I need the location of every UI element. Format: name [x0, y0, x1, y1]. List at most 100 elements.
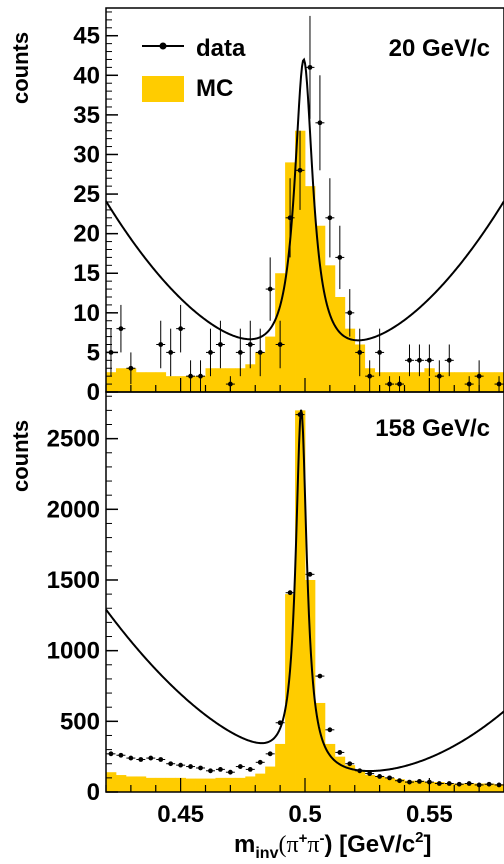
top-data-point	[285, 178, 295, 258]
bottom-y-tick-label: 1500	[47, 567, 100, 594]
bottom-data-point	[245, 766, 255, 772]
bottom-mc-bar	[494, 784, 504, 792]
bottom-data-point	[235, 764, 245, 769]
top-mc-bar	[145, 372, 157, 392]
top-data-point	[424, 344, 434, 377]
bottom-data-point	[305, 571, 315, 577]
bottom-data-point	[315, 673, 325, 679]
bottom-mc-bar	[314, 702, 326, 792]
bottom-mc-bar	[394, 779, 405, 792]
bottom-data-point	[265, 751, 275, 757]
top-y-tick-label: 15	[73, 260, 100, 287]
top-mc-bar	[444, 372, 455, 392]
top-data-point	[116, 304, 126, 353]
top-data-point	[494, 376, 504, 392]
bottom-mc-bar	[295, 410, 306, 792]
bottom-mc-bar	[215, 777, 226, 792]
top-data-point	[355, 328, 365, 377]
bottom-mc-bar	[334, 756, 346, 792]
top-y-tick-label: 0	[87, 379, 100, 406]
top-mc-bar	[205, 368, 216, 392]
bottom-mc-bar	[125, 776, 137, 792]
bottom-mc-bar	[275, 743, 286, 792]
top-mc-bar	[265, 336, 276, 392]
bottom-mc-bar	[414, 780, 425, 792]
top-y-tick-label: 45	[73, 23, 100, 50]
x-axis-label: minv(π+π-) [GeV/c2]	[234, 829, 432, 862]
bottom-mc-bar	[354, 770, 366, 792]
bottom-data-point	[365, 771, 375, 777]
bottom-data-point	[285, 590, 295, 596]
top-y-tick-label: 35	[73, 102, 100, 129]
top-data-point	[375, 328, 385, 377]
legend-mc-label: MC	[196, 75, 233, 102]
bottom-data-point	[375, 774, 385, 779]
top-mc-bar	[215, 368, 226, 392]
bottom-mc-bar	[265, 766, 276, 792]
top-annotation: 20 GeV/c	[389, 35, 490, 62]
top-data-point	[444, 344, 454, 377]
top-mc-bar	[155, 372, 167, 392]
bottom-mc-histogram	[106, 410, 504, 792]
bottom-data-point	[156, 757, 166, 762]
legend: data MC	[142, 35, 246, 102]
top-data-point	[395, 376, 405, 392]
legend-mc-swatch	[142, 76, 184, 102]
bottom-y-axis: 0 500 1000 1500 2000 2500	[47, 395, 118, 806]
bottom-fit-curve	[105, 409, 504, 773]
top-data-point	[365, 360, 375, 392]
top-mc-bar	[285, 162, 296, 392]
top-mc-bar	[374, 372, 385, 392]
top-y-tick-label: 5	[87, 339, 100, 366]
top-data-point	[414, 344, 424, 377]
bottom-data-point	[444, 781, 454, 786]
bottom-mc-bar	[155, 777, 167, 792]
bottom-data-point	[215, 766, 225, 772]
top-mc-bar	[414, 372, 425, 392]
bottom-data-point	[136, 757, 146, 762]
top-mc-bar	[135, 372, 147, 392]
bottom-mc-bar	[434, 782, 445, 792]
bottom-mc-bar	[364, 775, 376, 792]
bottom-data-point	[255, 759, 265, 765]
bottom-mc-bar	[245, 776, 256, 792]
bottom-data-point	[186, 764, 196, 769]
bottom-data-point	[166, 761, 176, 767]
legend-data-marker	[159, 42, 167, 50]
top-data-point	[325, 178, 335, 258]
bottom-data-point	[464, 781, 474, 786]
bottom-data-point	[494, 782, 504, 788]
bottom-mc-bar	[185, 778, 196, 792]
top-data-point	[434, 360, 444, 392]
top-data-point	[166, 328, 176, 377]
bottom-data-point	[205, 768, 215, 774]
top-y-tick-label: 30	[73, 141, 100, 168]
bottom-data-point	[404, 779, 414, 785]
bottom-mc-bar	[404, 780, 415, 792]
top-y-tick-label: 40	[73, 62, 100, 89]
bottom-data-point	[146, 755, 156, 761]
bottom-mc-bar	[324, 743, 336, 792]
top-mc-bar	[324, 265, 336, 392]
bottom-y-tick-label: 500	[60, 708, 100, 735]
top-data-point	[315, 75, 325, 171]
bottom-mc-bar	[384, 777, 395, 792]
bottom-mc-bar	[195, 778, 206, 792]
top-mc-bar	[295, 130, 306, 392]
top-data-point	[205, 328, 215, 377]
bottom-y-tick-label: 2500	[47, 426, 100, 453]
top-data-point	[345, 289, 355, 337]
top-y-axis-label: counts	[8, 32, 33, 104]
top-mc-bar	[334, 296, 346, 392]
top-mc-bar	[484, 372, 495, 392]
top-mc-bar	[106, 372, 117, 392]
top-data-point	[305, 15, 315, 119]
top-data-point	[235, 328, 245, 377]
bottom-data-point	[106, 751, 116, 757]
bottom-data-point	[196, 765, 206, 771]
bottom-mc-bar	[145, 777, 157, 792]
top-mc-bar	[235, 368, 246, 392]
bottom-mc-bar	[135, 776, 147, 792]
bottom-y-tick-label: 0	[87, 779, 100, 806]
